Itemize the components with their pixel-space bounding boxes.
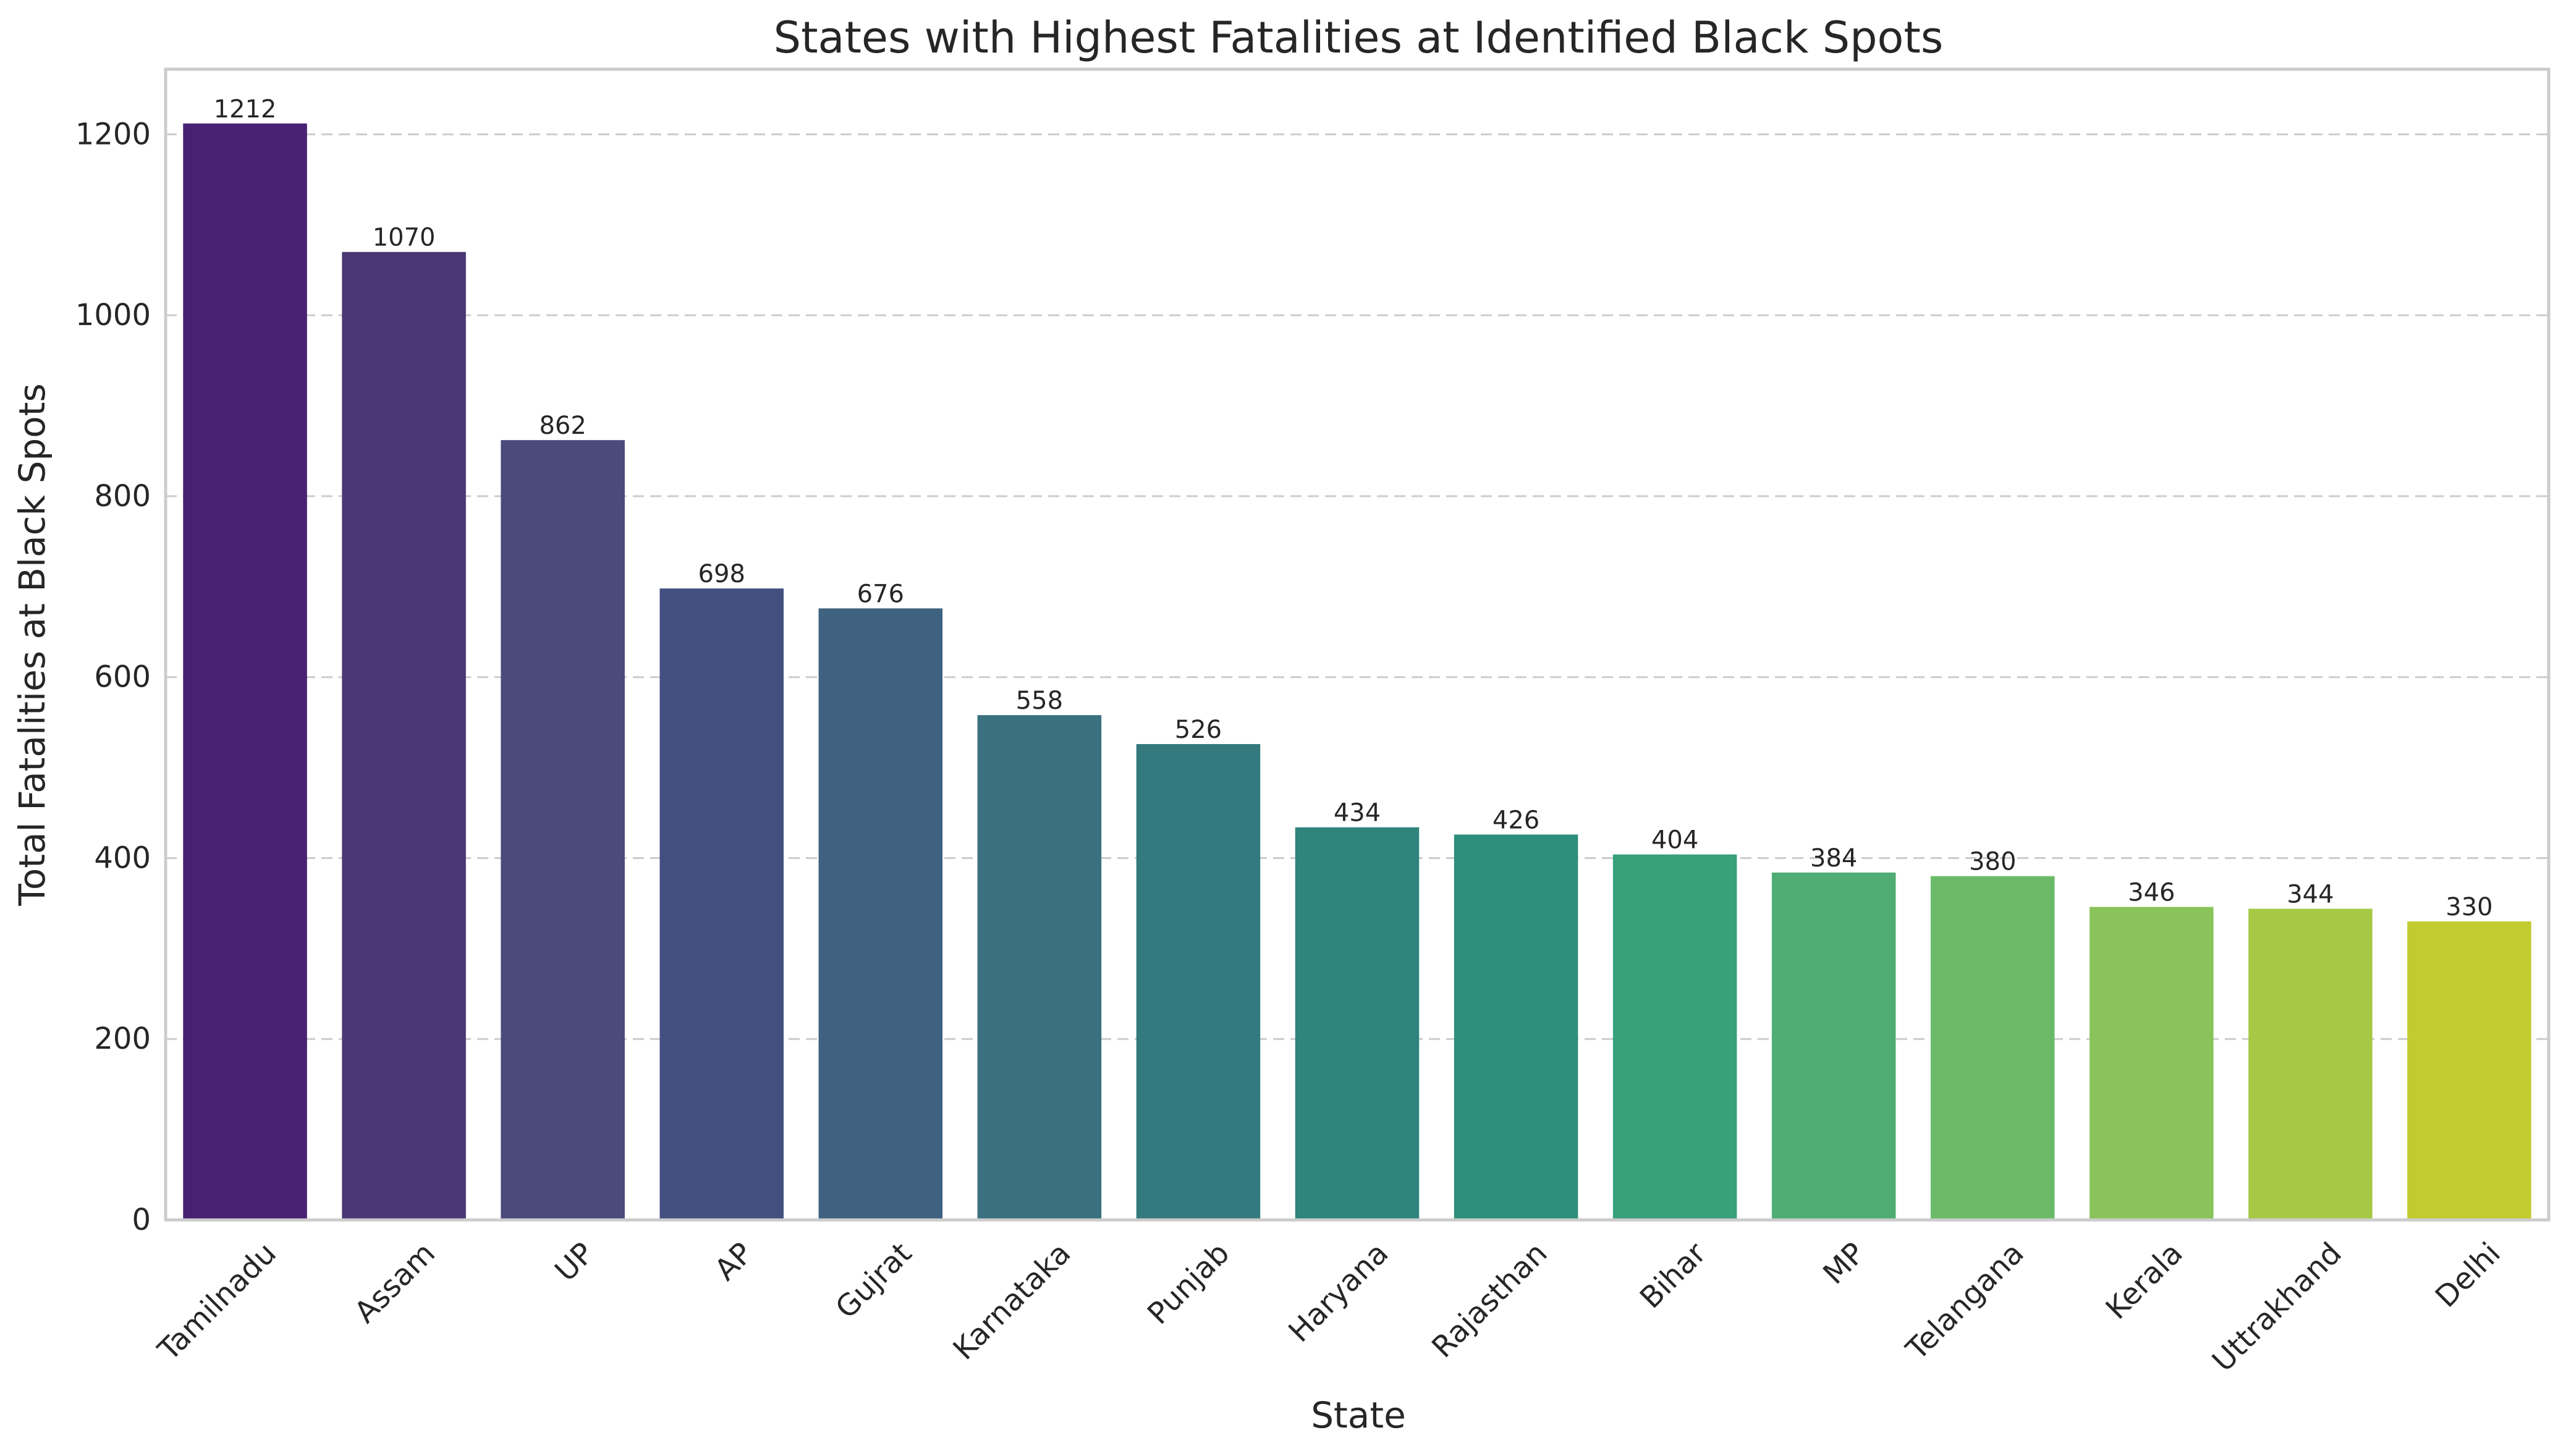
bar — [2407, 921, 2531, 1220]
bars — [183, 123, 2531, 1221]
bar-value-label: 558 — [1016, 687, 1063, 715]
bar — [818, 608, 943, 1220]
bar — [1931, 876, 2055, 1220]
y-tick-label: 1200 — [75, 117, 151, 151]
y-axis-label: Total Fatalities at Black Spots — [11, 383, 53, 906]
bar — [183, 123, 307, 1220]
x-tick-label: Gujrat — [829, 1236, 918, 1326]
bar-value-label: 1070 — [373, 224, 436, 252]
bar-value-label: 676 — [857, 580, 904, 608]
x-tick-label: Tamilnadu — [151, 1236, 283, 1368]
y-tick-label: 600 — [94, 660, 151, 695]
bar — [1612, 854, 1737, 1220]
x-tick-label: Rajasthan — [1425, 1236, 1554, 1365]
bar — [501, 440, 625, 1220]
x-tick-label: Uttrakhand — [2206, 1236, 2348, 1379]
x-tick-label: Haryana — [1282, 1236, 1395, 1349]
bar-value-label: 384 — [1810, 844, 1857, 873]
y-tick-label: 400 — [94, 840, 151, 875]
bar — [1136, 744, 1261, 1220]
bar-value-labels: 1212 1070 862 698 676 558 526 434 426 404 384 380 34… — [214, 95, 2493, 921]
bar-value-label: 698 — [698, 560, 745, 588]
bar — [1295, 827, 1420, 1220]
bar-value-label: 426 — [1493, 806, 1539, 834]
bar-value-label: 1212 — [214, 95, 277, 124]
x-tick-label: Kerala — [2099, 1236, 2190, 1326]
chart-title: States with Highest Fatalities at Identi… — [774, 12, 1944, 63]
y-tick-label: 800 — [94, 479, 151, 514]
x-axis-ticks: Tamilnadu Assam UP AP Gujrat Karnataka Punjab H… — [151, 1236, 2507, 1379]
y-tick-label: 200 — [94, 1022, 151, 1056]
bar-value-label: 330 — [2445, 893, 2492, 921]
bar-value-label: 346 — [2128, 879, 2175, 907]
y-tick-label: 0 — [132, 1203, 151, 1237]
bar-value-label: 434 — [1334, 799, 1381, 827]
bar-value-label: 344 — [2287, 880, 2334, 908]
bar — [2090, 907, 2214, 1220]
bar — [977, 715, 1102, 1220]
x-tick-label: UP — [548, 1236, 601, 1289]
bar — [2248, 908, 2373, 1220]
bar-value-label: 862 — [539, 412, 586, 440]
x-tick-label: Assam — [348, 1236, 442, 1330]
x-tick-label: Karnataka — [947, 1236, 1078, 1367]
bar-value-label: 404 — [1651, 826, 1698, 855]
x-tick-label: Delhi — [2429, 1236, 2507, 1314]
x-tick-label: Bihar — [1633, 1236, 1713, 1316]
bar — [659, 588, 784, 1220]
y-axis-ticks: 0 200 400 600 800 1000 1200 — [75, 117, 151, 1237]
bar-value-label: 526 — [1175, 716, 1222, 744]
bar — [1771, 872, 1896, 1220]
x-axis-label: State — [1311, 1394, 1406, 1436]
y-tick-label: 1000 — [75, 298, 151, 332]
x-tick-label: Punjab — [1141, 1236, 1236, 1331]
bar — [342, 252, 466, 1221]
x-tick-label: MP — [1816, 1236, 1871, 1291]
x-tick-label: Telangana — [1899, 1236, 2031, 1368]
bar — [1454, 834, 1578, 1220]
bar-value-label: 380 — [1969, 848, 2016, 876]
x-tick-label: AP — [708, 1236, 760, 1287]
plot-frame — [164, 67, 2551, 1222]
